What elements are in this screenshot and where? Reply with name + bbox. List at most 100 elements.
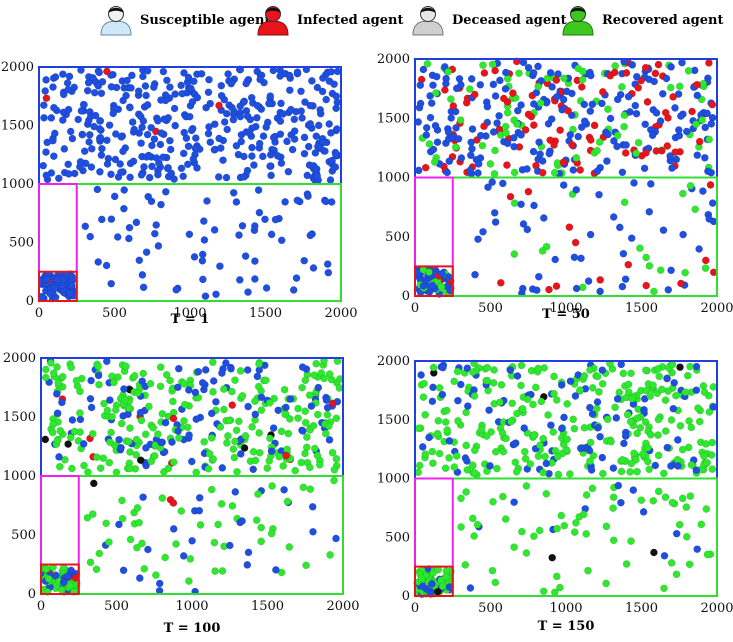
agent-dot-susceptible: [622, 141, 630, 149]
agent-dot-susceptible: [113, 233, 122, 241]
agent-dot-recovered: [685, 560, 694, 569]
agent-dot-susceptible: [304, 142, 313, 151]
agent-dot-recovered: [566, 470, 574, 478]
agent-dot-susceptible: [282, 403, 290, 412]
agent-dot-recovered: [584, 566, 592, 575]
agent-dot-recovered: [254, 490, 262, 498]
agent-dot-susceptible: [126, 103, 134, 112]
agent-dot-recovered: [196, 521, 205, 529]
agent-dot-susceptible: [534, 62, 542, 71]
agent-dot-susceptible: [174, 427, 182, 435]
agent-dot-recovered: [454, 417, 462, 425]
agent-dot-recovered: [84, 468, 92, 476]
agent-dot-recovered: [687, 423, 696, 432]
agent-dot-susceptible: [117, 443, 125, 452]
agent-dot-susceptible: [613, 95, 622, 104]
agent-dot-susceptible: [668, 164, 676, 172]
agent-dot-infected: [706, 181, 715, 189]
agent-dot-recovered: [133, 543, 141, 552]
agent-dot-recovered: [511, 458, 520, 467]
agent-dot-susceptible: [627, 234, 636, 242]
agent-dot-susceptible: [428, 397, 437, 406]
agent-dot-infected: [328, 399, 337, 408]
agent-dot-susceptible: [120, 385, 128, 393]
agent-dot-susceptible: [127, 84, 135, 92]
agent-dot-recovered: [210, 538, 219, 547]
agent-dot-recovered: [630, 449, 638, 458]
agent-dot-susceptible: [593, 167, 602, 175]
agent-dot-recovered: [702, 440, 710, 448]
agent-dot-susceptible: [189, 155, 198, 163]
agent-dot-recovered: [102, 519, 110, 528]
agent-dot-susceptible: [224, 70, 232, 78]
agent-dot-recovered: [56, 426, 65, 435]
agent-dot-susceptible: [425, 433, 433, 442]
agent-dot-susceptible: [292, 274, 301, 282]
agent-dot-recovered: [126, 535, 135, 544]
agent-dot-recovered: [642, 386, 651, 395]
agent-dot-infected: [663, 142, 672, 150]
agent-dot-recovered: [49, 420, 57, 429]
agent-dot-recovered: [654, 487, 663, 496]
agent-dot-susceptible: [520, 424, 529, 432]
agent-dot-infected: [661, 108, 670, 117]
agent-dot-recovered: [161, 553, 169, 562]
agent-dot-susceptible: [467, 138, 475, 147]
agent-dot-susceptible: [87, 376, 95, 385]
agent-dot-susceptible: [667, 266, 675, 275]
agent-dot-susceptible: [152, 154, 161, 162]
agent-dot-susceptible: [324, 268, 333, 277]
agent-dot-recovered: [461, 561, 470, 569]
agent-dot-recovered: [563, 400, 572, 408]
agent-dot-recovered: [442, 406, 451, 415]
agent-dot-susceptible: [431, 121, 440, 130]
agent-dot-susceptible: [111, 155, 120, 164]
agent-dot-susceptible: [672, 529, 681, 538]
agent-dot-recovered: [457, 494, 465, 503]
x-tick-label: 1000: [549, 301, 582, 316]
agent-dot-susceptible: [143, 101, 152, 109]
agent-dot-susceptible: [138, 123, 146, 132]
agent-dot-susceptible: [68, 416, 77, 424]
agent-dot-recovered: [522, 549, 531, 557]
agent-dot-susceptible: [243, 366, 252, 374]
y-tick-label: 2000: [377, 354, 410, 369]
agent-dot-recovered: [66, 582, 74, 590]
agent-dot-recovered: [579, 283, 587, 292]
agent-dot-recovered: [249, 447, 258, 456]
agent-dot-recovered: [709, 383, 718, 391]
agent-dot-susceptible: [414, 166, 423, 175]
agent-dot-susceptible: [580, 100, 589, 109]
agent-dot-infected: [571, 238, 580, 247]
agent-dot-susceptible: [240, 152, 248, 161]
agent-dot-susceptible: [308, 77, 316, 85]
agent-dot-recovered: [676, 421, 685, 430]
agent-dot-susceptible: [445, 157, 454, 165]
agent-dot-recovered: [277, 427, 286, 436]
agent-dot-recovered: [462, 488, 470, 496]
agent-dot-susceptible: [251, 410, 260, 419]
agent-dot-susceptible: [535, 138, 543, 146]
agent-dot-susceptible: [96, 117, 104, 125]
agent-dot-susceptible: [249, 465, 257, 474]
agent-dot-recovered: [502, 434, 510, 443]
agent-dot-susceptible: [444, 128, 453, 137]
agent-dot-recovered: [636, 244, 644, 252]
agent-dot-susceptible: [699, 187, 707, 195]
agent-dot-susceptible: [155, 579, 164, 588]
agent-dot-susceptible: [471, 270, 479, 279]
agent-dot-recovered: [553, 572, 561, 581]
agent-dot-susceptible: [179, 149, 188, 158]
agent-dot-susceptible: [417, 371, 425, 379]
agent-dot-deceased: [90, 479, 98, 488]
agent-dot-susceptible: [306, 231, 315, 240]
agent-dot-susceptible: [150, 135, 159, 143]
agent-dot-infected: [552, 76, 561, 84]
agent-dot-recovered: [58, 586, 66, 594]
agent-dot-susceptible: [452, 124, 460, 132]
agent-dot-recovered: [470, 446, 479, 455]
agent-dot-susceptible: [173, 383, 182, 392]
y-tick-label: 1500: [377, 413, 410, 428]
agent-dot-susceptible: [64, 572, 72, 581]
agent-dot-recovered: [586, 366, 594, 374]
